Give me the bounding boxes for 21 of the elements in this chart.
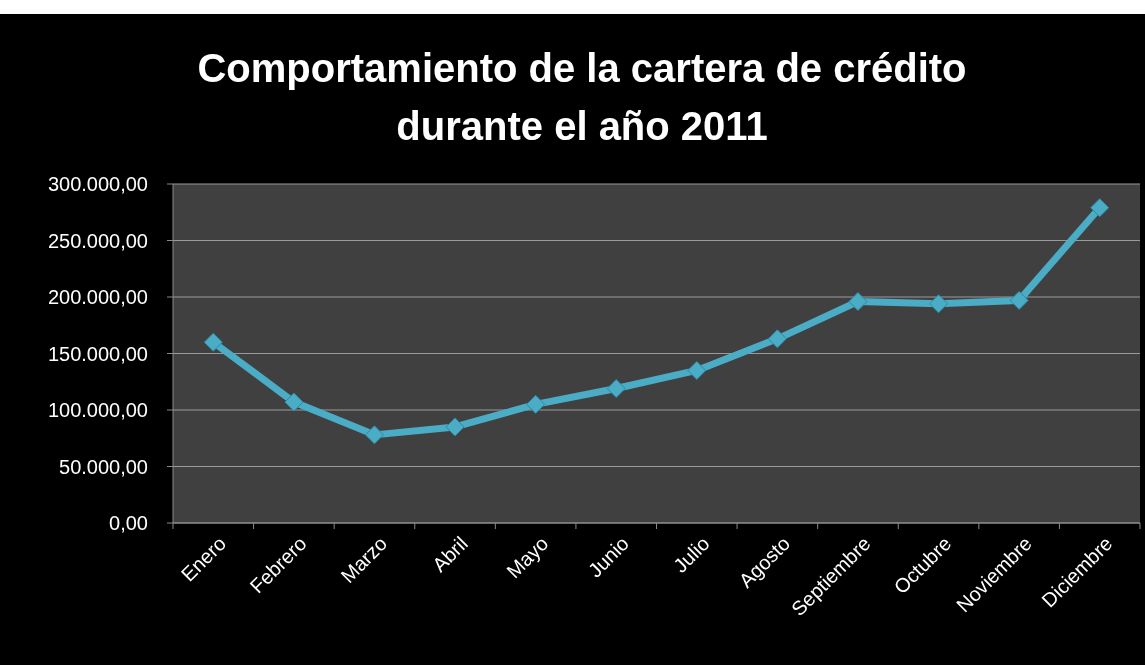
chart-title: Comportamiento de la cartera de crédito durante el año 2011	[197, 46, 967, 148]
point	[1009, 290, 1029, 310]
y-tick-label: 200.000,00	[47, 286, 148, 308]
point	[526, 394, 546, 414]
y-tick-label: 50.000,00	[59, 455, 148, 478]
point	[848, 292, 868, 312]
point	[606, 379, 626, 399]
point	[203, 332, 223, 352]
y-tick-label: 300.000,00	[47, 173, 148, 195]
y-tick-label: 250.000,00	[47, 229, 148, 252]
point	[284, 392, 304, 412]
point	[1090, 198, 1110, 218]
point	[445, 417, 465, 437]
point	[929, 294, 949, 314]
x-tick-label: Julio	[668, 532, 714, 577]
point	[767, 329, 787, 349]
point	[687, 360, 707, 380]
y-tick-label: 150.000,00	[47, 342, 148, 365]
y-tick-label: 0,00	[109, 512, 148, 534]
point	[364, 425, 384, 445]
y-tick-label: 100.000,00	[47, 399, 148, 421]
